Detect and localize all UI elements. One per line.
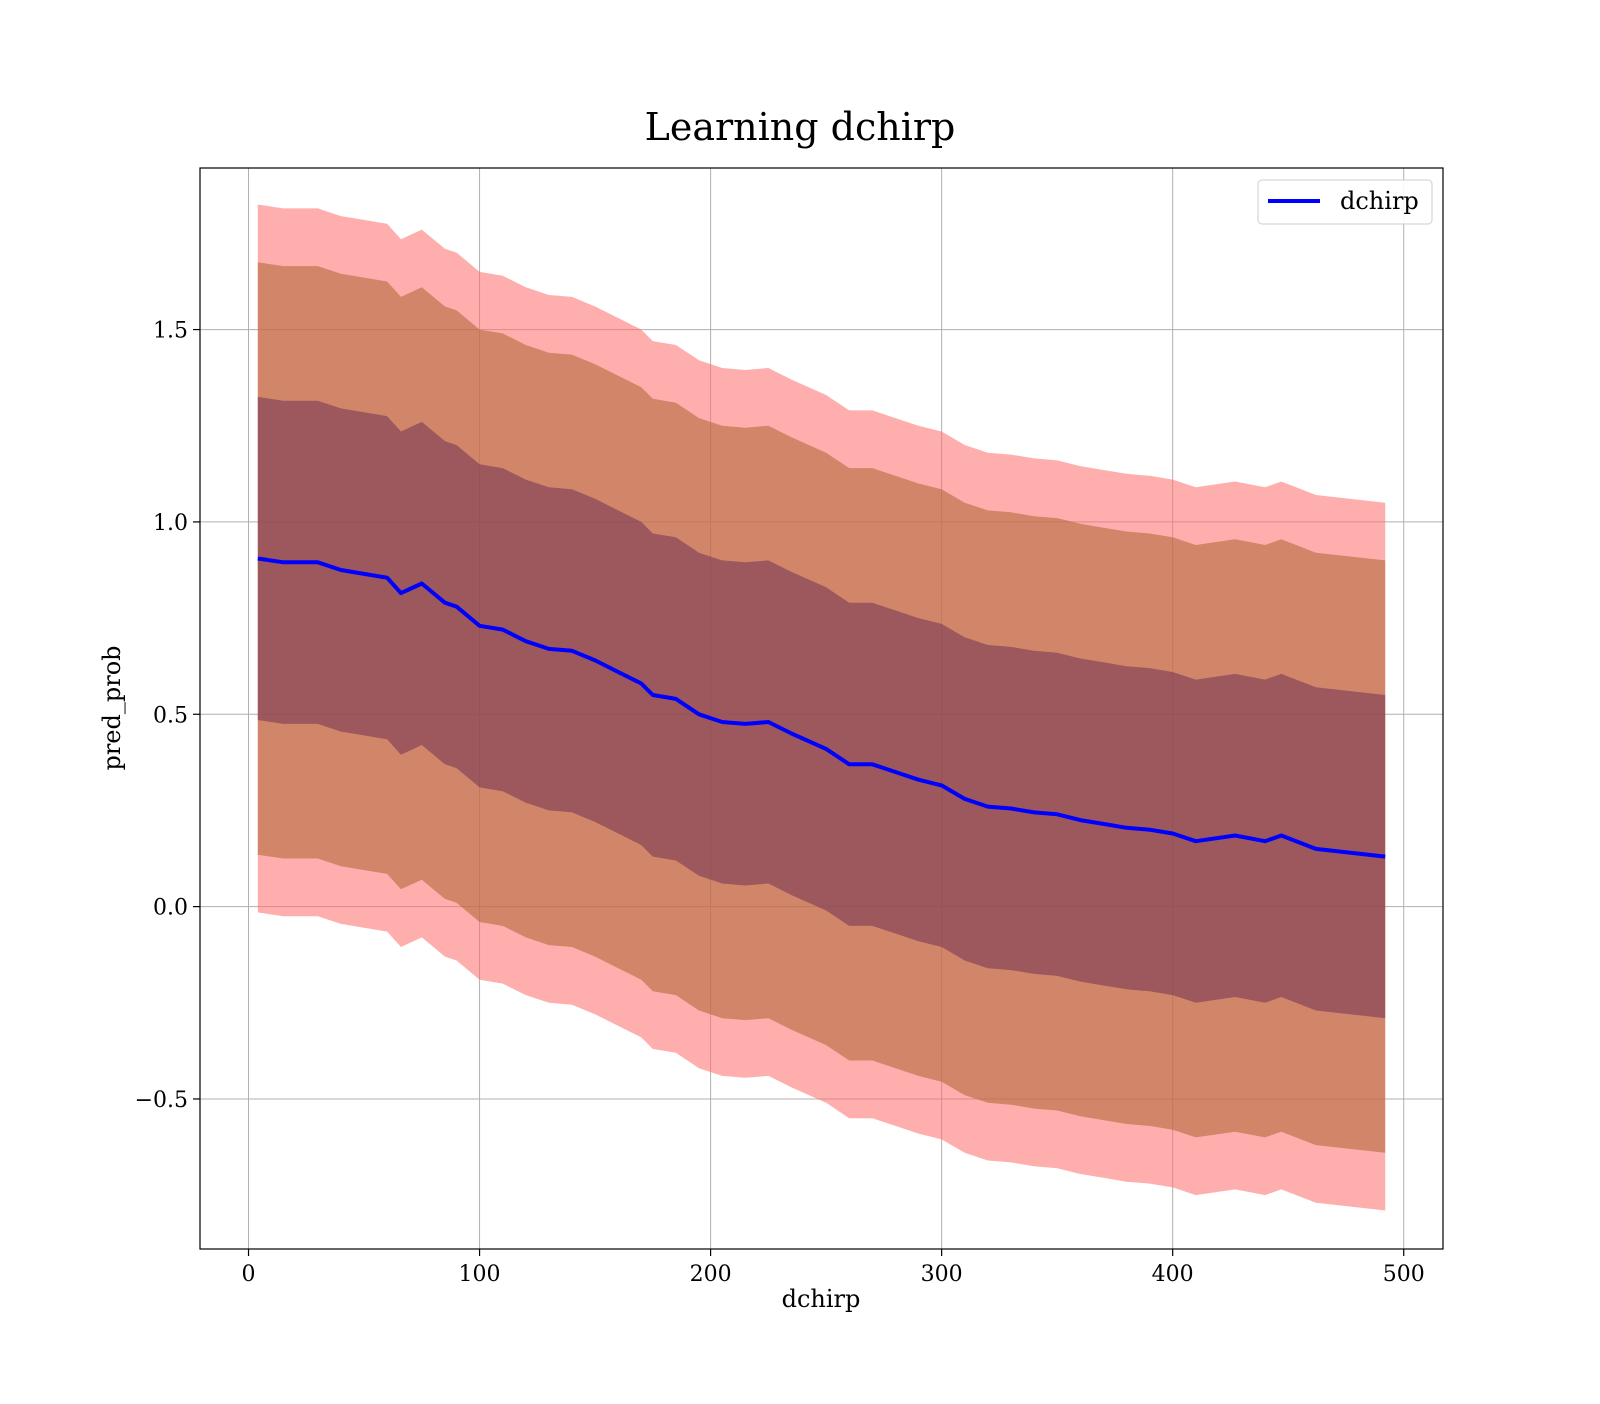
y-axis-label: pred_prob: [98, 645, 126, 770]
chart-title: Learning dchirp: [645, 105, 956, 149]
series-line-dchirp: [257, 556, 1386, 859]
y-tick-label: 0.5: [153, 703, 188, 728]
x-axis-label: dchirp: [782, 1285, 861, 1313]
legend: dchirp: [1257, 179, 1433, 225]
x-tick-label: 100: [459, 1262, 501, 1287]
y-axis-ticks: −0.5 0.0 0.5 1.0 1.5: [135, 319, 200, 1113]
legend-label: dchirp: [1340, 187, 1419, 215]
y-tick-label: 1.5: [153, 319, 188, 344]
x-tick-label: 200: [690, 1262, 732, 1287]
y-tick-label: −0.5: [135, 1088, 188, 1113]
legend-box: [1257, 179, 1433, 225]
x-tick-label: 0: [242, 1262, 256, 1287]
x-axis-ticks: 0 100 200 300 400 500: [242, 1249, 1425, 1287]
confidence-bands: [257, 204, 1386, 1211]
y-tick-label: 0.0: [153, 896, 188, 921]
series-layer: [257, 556, 1386, 859]
y-tick-label: 1.0: [153, 511, 188, 536]
band-2: [257, 396, 1386, 1019]
x-tick-label: 400: [1152, 1262, 1194, 1287]
x-tick-label: 300: [921, 1262, 963, 1287]
x-tick-label: 500: [1383, 1262, 1425, 1287]
plot-frame: [199, 167, 1444, 1250]
